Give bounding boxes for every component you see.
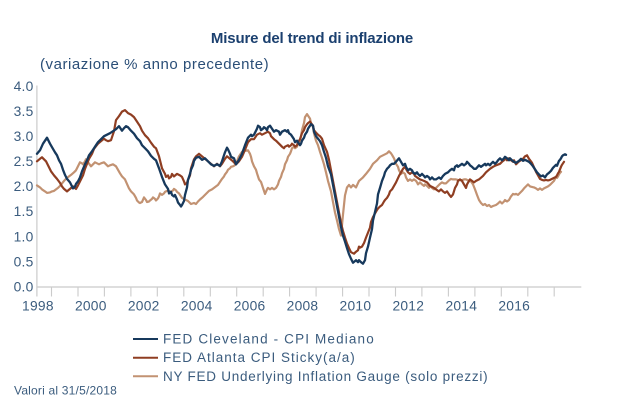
svg-text:2010: 2010 — [340, 299, 372, 314]
svg-text:1.0: 1.0 — [14, 229, 34, 244]
svg-text:0.5: 0.5 — [14, 254, 34, 269]
svg-text:1.5: 1.5 — [14, 204, 34, 219]
svg-text:0.0: 0.0 — [14, 279, 34, 294]
svg-text:1998: 1998 — [22, 299, 54, 314]
svg-text:FED Cleveland - CPI Mediano: FED Cleveland - CPI Mediano — [163, 332, 375, 347]
svg-text:2008: 2008 — [287, 299, 319, 314]
svg-text:NY FED Underlying Inflation Ga: NY FED Underlying Inflation Gauge (solo … — [163, 369, 488, 384]
svg-text:3.5: 3.5 — [14, 104, 34, 119]
svg-text:2.0: 2.0 — [14, 179, 34, 194]
svg-text:(variazione % anno precedente): (variazione % anno precedente) — [40, 56, 269, 73]
svg-text:2.5: 2.5 — [14, 154, 34, 169]
svg-text:4.0: 4.0 — [14, 79, 34, 94]
svg-text:2014: 2014 — [445, 299, 477, 314]
svg-text:2016: 2016 — [498, 299, 530, 314]
svg-text:FED Atlanta CPI Sticky(a/a): FED Atlanta CPI Sticky(a/a) — [163, 350, 356, 365]
svg-text:2002: 2002 — [128, 299, 160, 314]
svg-text:Misure del trend di inflazione: Misure del trend di inflazione — [211, 30, 413, 47]
svg-text:2012: 2012 — [392, 299, 424, 314]
svg-text:3.0: 3.0 — [14, 129, 34, 144]
svg-text:2006: 2006 — [234, 299, 266, 314]
svg-text:2000: 2000 — [75, 299, 107, 314]
svg-text:Valori al 31/5/2018: Valori al 31/5/2018 — [14, 384, 117, 398]
svg-text:2004: 2004 — [181, 299, 213, 314]
